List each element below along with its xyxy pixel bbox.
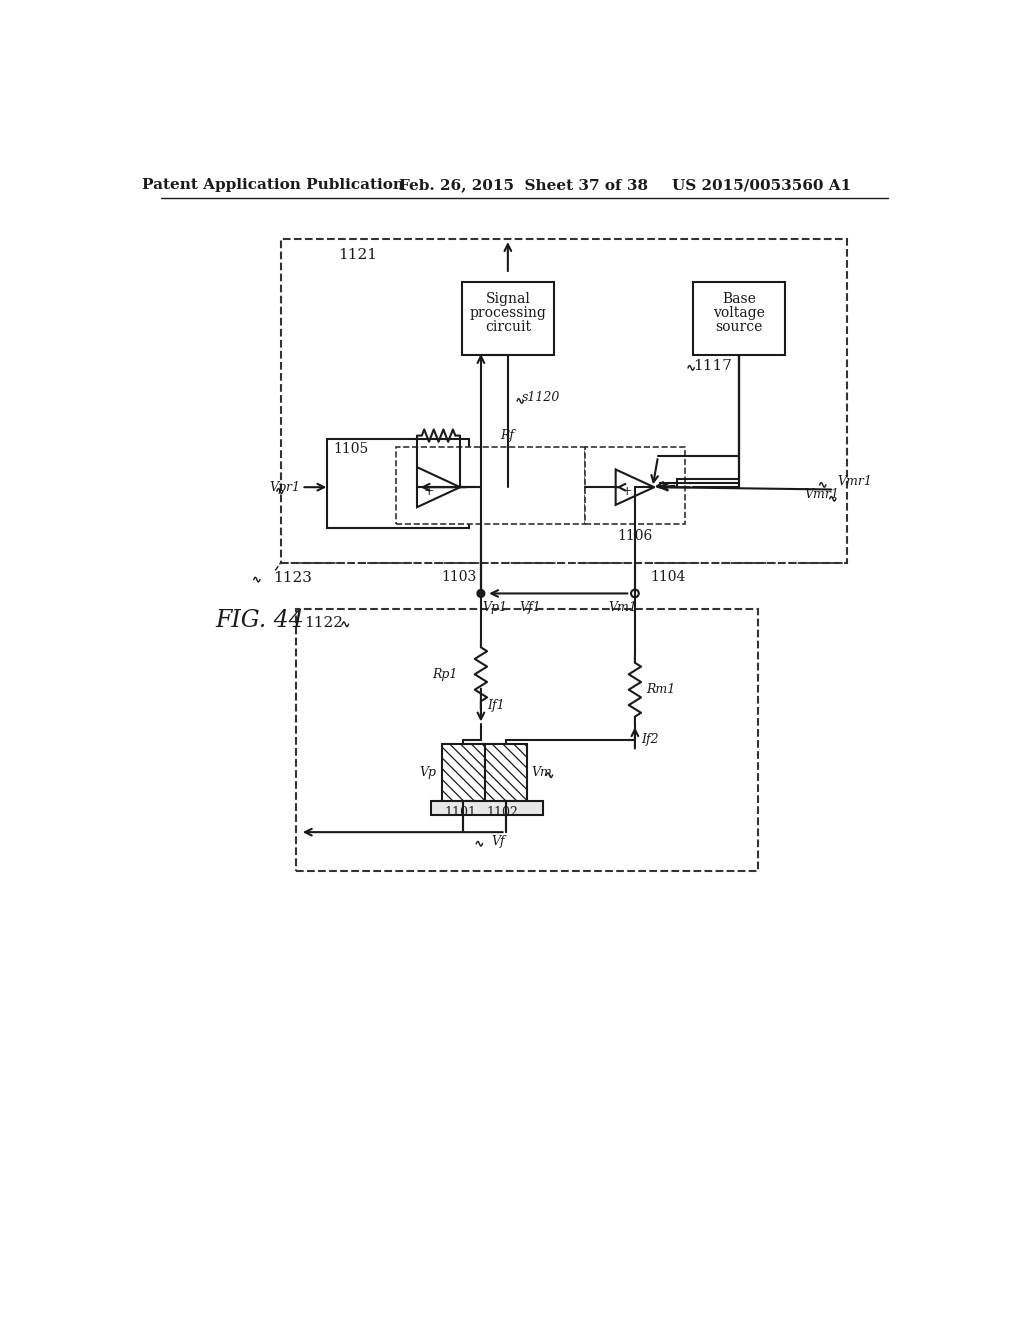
Text: Vm1: Vm1: [608, 601, 637, 614]
Text: If2: If2: [641, 733, 658, 746]
Text: 1123: 1123: [273, 572, 312, 585]
Text: Base: Base: [722, 292, 756, 306]
Text: +: +: [424, 484, 434, 498]
Text: voltage: voltage: [713, 306, 765, 321]
Text: Signal: Signal: [485, 292, 530, 306]
Text: US 2015/0053560 A1: US 2015/0053560 A1: [673, 178, 852, 193]
Text: 1117: 1117: [692, 359, 731, 374]
Text: s1120: s1120: [521, 391, 560, 404]
Text: 1121: 1121: [339, 248, 378, 261]
Text: circuit: circuit: [484, 319, 530, 334]
Bar: [462, 281, 554, 355]
Text: FIG. 44: FIG. 44: [215, 609, 304, 632]
Text: If1: If1: [487, 698, 505, 711]
Bar: [396, 447, 585, 524]
Bar: [442, 743, 484, 801]
Text: Patent Application Publication: Patent Application Publication: [142, 178, 404, 193]
Text: 1101: 1101: [444, 807, 476, 820]
Text: Vmr1: Vmr1: [804, 488, 839, 502]
Bar: [281, 239, 847, 562]
Text: 1102: 1102: [486, 807, 518, 820]
Text: Vp1: Vp1: [482, 601, 508, 614]
Text: Vpr1: Vpr1: [269, 480, 300, 494]
Text: processing: processing: [469, 306, 546, 321]
Text: Vf1: Vf1: [519, 601, 541, 614]
Text: Vf: Vf: [492, 834, 505, 847]
Circle shape: [477, 590, 484, 597]
Bar: [484, 743, 527, 801]
Text: source: source: [715, 319, 763, 334]
Text: 1106: 1106: [617, 529, 652, 543]
Text: Vp: Vp: [419, 767, 436, 779]
Text: 1105: 1105: [333, 442, 369, 455]
Circle shape: [631, 590, 639, 597]
Bar: [692, 281, 785, 355]
Text: Vmr1: Vmr1: [838, 475, 872, 488]
Text: Rm1: Rm1: [646, 684, 676, 696]
Text: 1103: 1103: [441, 569, 477, 583]
Text: Rp1: Rp1: [432, 668, 458, 681]
Text: Rf: Rf: [500, 429, 514, 442]
Text: Feb. 26, 2015  Sheet 37 of 38: Feb. 26, 2015 Sheet 37 of 38: [398, 178, 648, 193]
Text: +: +: [622, 484, 633, 498]
Text: 1104: 1104: [650, 569, 686, 583]
Bar: [296, 609, 758, 871]
Text: 1122: 1122: [304, 615, 343, 630]
Bar: [327, 440, 469, 528]
Bar: [431, 801, 543, 816]
Text: Vm: Vm: [531, 767, 552, 779]
Bar: [585, 447, 685, 524]
